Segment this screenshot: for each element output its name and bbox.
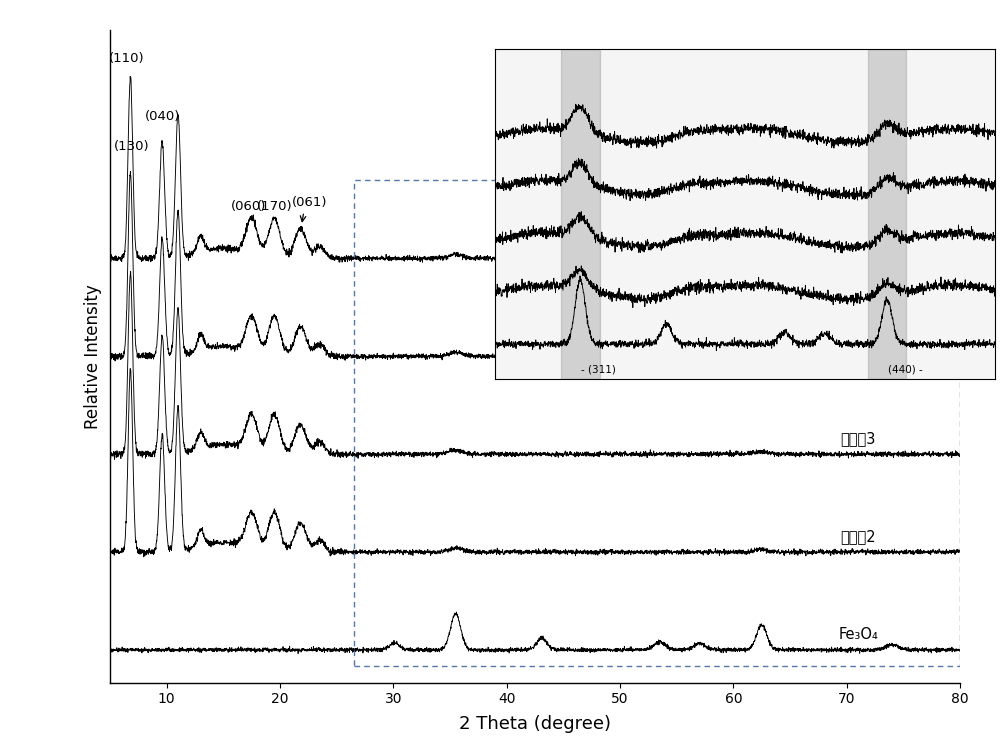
Text: Fe₃O₄: Fe₃O₄ xyxy=(838,627,878,642)
Text: (061): (061) xyxy=(292,196,327,208)
Text: 实施例4: 实施例4 xyxy=(840,334,876,349)
Y-axis label: Relative Intensity: Relative Intensity xyxy=(84,284,102,429)
Text: - (311): - (311) xyxy=(581,364,616,375)
Bar xyxy=(561,49,600,379)
Text: (130): (130) xyxy=(114,140,150,153)
Text: (060): (060) xyxy=(231,200,266,213)
Text: 实施例2: 实施例2 xyxy=(840,530,876,544)
Text: (440) -: (440) - xyxy=(888,364,923,375)
Text: (040): (040) xyxy=(144,110,180,123)
Text: (170): (170) xyxy=(257,200,292,213)
Bar xyxy=(868,49,906,379)
Text: 实施例3: 实施例3 xyxy=(840,431,876,446)
Text: 实施例1: 实施例1 xyxy=(840,236,876,250)
X-axis label: 2 Theta (degree): 2 Theta (degree) xyxy=(459,715,611,733)
Text: (110): (110) xyxy=(109,52,145,64)
